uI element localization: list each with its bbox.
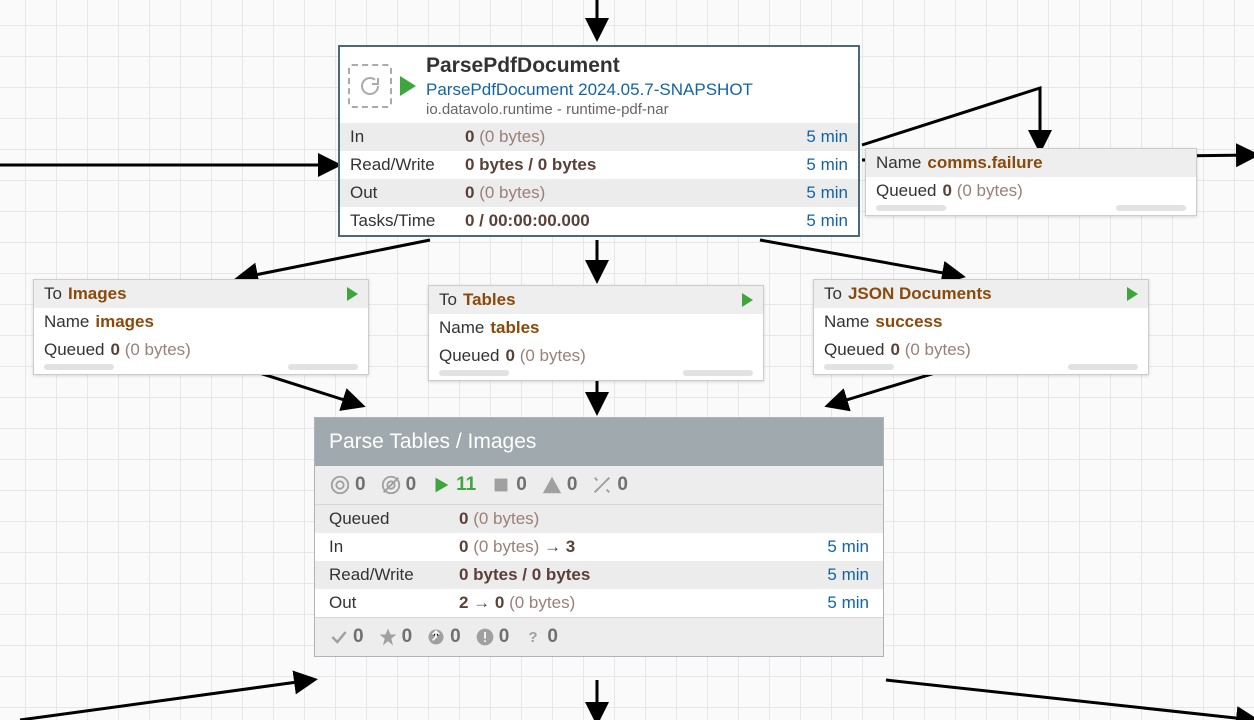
process-group-title: Parse Tables / Images (315, 418, 883, 466)
locally-modified-count: 0 (378, 626, 413, 648)
usage-bar (1116, 205, 1186, 211)
connection-comms-failure[interactable]: Name comms.failure Queued 0 (0 bytes) (865, 148, 1197, 216)
usage-bar (824, 364, 894, 370)
process-group-parse-tables-images[interactable]: Parse Tables / Images 0 0 11 0 0 (314, 417, 884, 657)
processor-stat-row: In0 (0 bytes)5 min (340, 123, 858, 151)
process-group-stat-row: Out2 → 0 (0 bytes)5 min (315, 589, 883, 617)
stopped-count: 0 (490, 474, 527, 496)
connection-queued-label: Queued (824, 340, 885, 360)
processor-stat-row: Tasks/Time0 / 00:00:00.000 5 min (340, 207, 858, 235)
usage-bar (439, 370, 509, 376)
invalid-count: 0 (541, 474, 578, 496)
connection-tables[interactable]: To Tables Name tables Queued 0 (0 bytes) (428, 285, 764, 381)
process-group-status-icons: 0 0 11 0 0 0 (315, 466, 883, 505)
connection-queued-label: Queued (44, 340, 105, 360)
process-group-stat-row: Read/Write0 bytes / 0 bytes 5 min (315, 561, 883, 589)
connection-name-label: Name (876, 153, 921, 173)
processor-stat-row: Read/Write0 bytes / 0 bytes 5 min (340, 151, 858, 179)
process-group-stat-row: Queued0 (0 bytes) (315, 505, 883, 533)
process-group-version-icons: 0 0 0 0 ? 0 (315, 617, 883, 656)
connection-queued-value: 0 (0 bytes) (943, 181, 1023, 201)
processor-parsepdfdocument[interactable]: ParsePdfDocument ParsePdfDocument 2024.0… (338, 45, 860, 237)
unknown-count: ? 0 (523, 626, 558, 648)
processor-name: ParsePdfDocument (426, 53, 753, 79)
connection-queued-value: 0 (0 bytes) (506, 346, 586, 366)
svg-text:?: ? (529, 629, 538, 646)
connection-queued-value: 0 (0 bytes) (891, 340, 971, 360)
running-count: 11 (430, 474, 476, 496)
up-to-date-count: 0 (329, 626, 364, 648)
usage-bar (288, 364, 358, 370)
connection-json-documents[interactable]: To JSON Documents Name success Queued 0 … (813, 279, 1149, 375)
connection-to-value: Images (68, 284, 127, 304)
processor-type: ParsePdfDocument 2024.05.7-SNAPSHOT (426, 79, 753, 100)
connection-queued-label: Queued (439, 346, 500, 366)
process-group-stat-row: In0 (0 bytes) → 35 min (315, 533, 883, 561)
connection-to-label: To (439, 290, 457, 310)
connection-name-label: Name (439, 318, 484, 338)
connection-name-label: Name (824, 312, 869, 332)
usage-bar (1068, 364, 1138, 370)
processor-bundle: io.datavolo.runtime - runtime-pdf-nar (426, 101, 753, 120)
stale-count: 0 (426, 626, 461, 648)
processor-stat-row: Out0 (0 bytes)5 min (340, 179, 858, 207)
connection-queued-value: 0 (0 bytes) (111, 340, 191, 360)
load-balance-icon (1127, 287, 1138, 301)
connection-name-value: comms.failure (927, 153, 1042, 173)
load-balance-icon (347, 287, 358, 301)
load-balance-icon (742, 293, 753, 307)
sync-failure-count: 0 (475, 626, 510, 648)
flow-canvas[interactable]: ParsePdfDocument ParsePdfDocument 2024.0… (0, 0, 1254, 720)
usage-bar (683, 370, 753, 376)
connection-to-value: Tables (463, 290, 516, 310)
connection-images[interactable]: To Images Name images Queued 0 (0 bytes) (33, 279, 369, 375)
run-status-running-icon (400, 76, 416, 96)
usage-bar (44, 364, 114, 370)
connection-to-label: To (44, 284, 62, 304)
connection-name-value: tables (490, 318, 539, 338)
not-transmitting-count: 0 (380, 474, 417, 496)
connection-to-value: JSON Documents (848, 284, 992, 304)
connection-name-value: images (95, 312, 154, 332)
connection-queued-label: Queued (876, 181, 937, 201)
transmitting-count: 0 (329, 474, 366, 496)
connection-name-label: Name (44, 312, 89, 332)
disabled-count: 0 (591, 474, 628, 496)
connection-to-label: To (824, 284, 842, 304)
usage-bar (876, 205, 946, 211)
processor-icon (348, 64, 392, 108)
connection-name-value: success (875, 312, 942, 332)
